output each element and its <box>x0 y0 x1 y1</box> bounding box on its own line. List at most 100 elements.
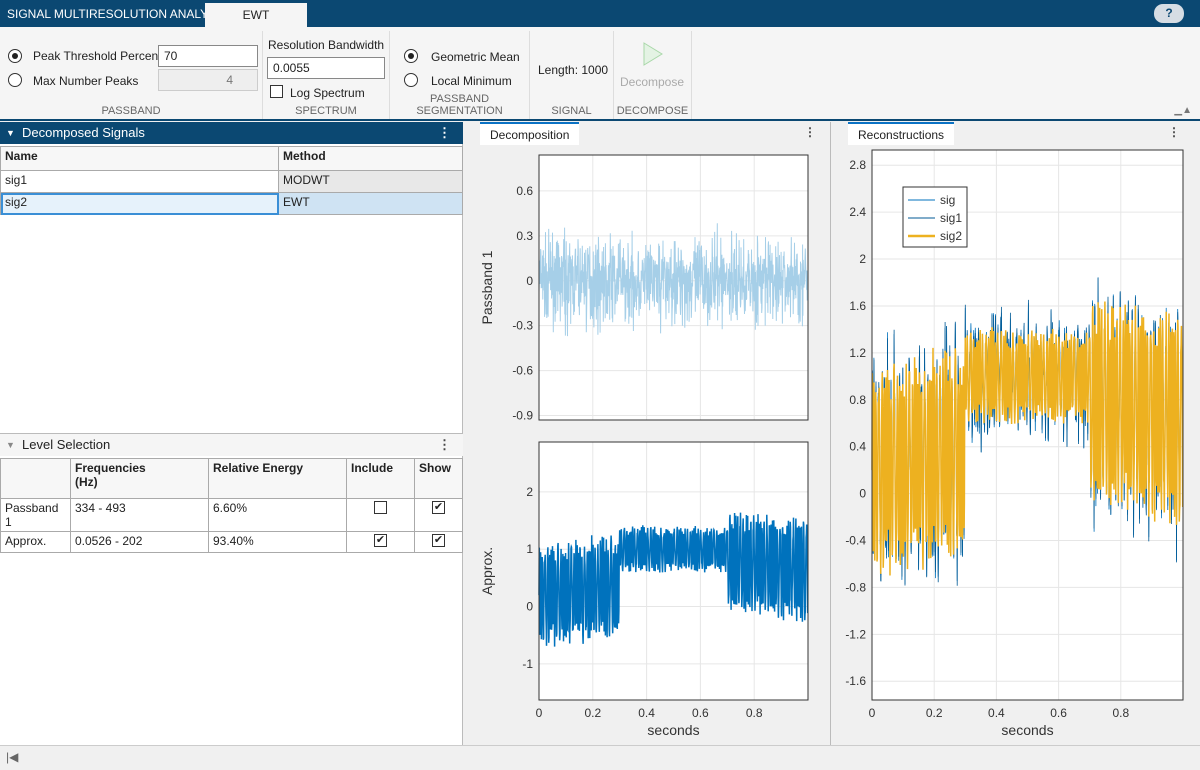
x-tick-label: 0.4 <box>988 706 1005 720</box>
column-include: Include <box>346 458 415 499</box>
decompose-section-label: DECOMPOSE <box>616 105 689 117</box>
column-level <box>0 458 71 499</box>
x-tick-label: 0 <box>869 706 876 720</box>
toolstrip: Peak Threshold Percent 70 Max Number Pea… <box>0 27 1200 121</box>
decomposed-signals-table: Name Method sig1 MODWT sig2 EWT <box>0 146 463 215</box>
level-name: Passband 1 <box>0 498 71 532</box>
y-tick-label: 0 <box>526 600 533 614</box>
table-row: Approx. 0.0526 - 202 93.40% ✔ ✔ <box>0 531 463 553</box>
y-tick-label: 0.6 <box>516 184 533 198</box>
spectrum-section: Resolution Bandwidth 0.0055 Log Spectrum… <box>263 31 390 119</box>
y-tick-label: 0 <box>859 487 866 501</box>
decompose-button[interactable]: Decompose <box>614 35 692 95</box>
tab-ewt[interactable]: EWT <box>205 3 307 27</box>
level-frequencies: 0.0526 - 202 <box>70 531 209 553</box>
table-row-selected[interactable]: sig2 EWT <box>0 192 463 215</box>
show-checkbox[interactable]: ✔ <box>432 501 445 514</box>
y-tick-label: -0.3 <box>512 319 533 333</box>
more-options-icon[interactable]: ⋮ <box>438 125 451 140</box>
y-tick-label: -0.6 <box>512 364 533 378</box>
title-bar: SIGNAL MULTIRESOLUTION ANALYZER EWT ? <box>0 0 1200 27</box>
y-tick-label: -1 <box>522 657 533 671</box>
legend-entry: sig1 <box>940 211 962 225</box>
segmentation-label: PASSBAND SEGMENTATION <box>416 93 503 117</box>
passband-1-series <box>538 223 809 337</box>
local-minimum-label: Local Minimum <box>431 74 512 88</box>
axes-box <box>538 441 809 701</box>
more-options-icon[interactable]: ⋮ <box>1168 125 1180 139</box>
legend-entry: sig <box>940 193 955 207</box>
axes-box <box>538 154 809 421</box>
geometric-mean-label: Geometric Mean <box>431 50 520 64</box>
tab-reconstructions[interactable]: Reconstructions <box>848 122 955 145</box>
legend[interactable]: sig sig1 sig2 <box>902 186 968 248</box>
more-options-icon[interactable]: ⋮ <box>438 437 451 452</box>
status-bar: |◀ <box>0 745 1200 770</box>
level-selection-title: Level Selection <box>22 437 111 452</box>
include-checkbox[interactable]: ✔ <box>374 534 387 547</box>
x-tick-label: 0.4 <box>638 706 655 720</box>
x-tick-label: 0.8 <box>746 706 763 720</box>
level-selection-header: ▼ Level Selection ⋮ <box>0 434 463 456</box>
max-peaks-spinner[interactable]: 4 <box>158 69 258 91</box>
signal-method: EWT <box>278 192 463 215</box>
local-minimum-radio[interactable] <box>404 73 418 87</box>
y-tick-label: 0.8 <box>849 393 866 407</box>
level-selection-table: Frequencies (Hz) Relative Energy Include Sh… <box>0 458 463 553</box>
signal-section: Length: 1000 SIGNAL <box>530 31 614 119</box>
log-spectrum-checkbox[interactable] <box>270 85 283 98</box>
decompose-label: Decompose <box>620 75 685 89</box>
y-tick-label: 2.8 <box>849 158 866 172</box>
y-axis-label: Approx. <box>479 547 495 595</box>
y-tick-label: 1.2 <box>849 346 866 360</box>
peak-threshold-input[interactable]: 70 <box>158 45 258 67</box>
help-button[interactable]: ? <box>1154 4 1184 23</box>
axes-box <box>871 149 1184 701</box>
y-tick-label: 1 <box>526 542 533 556</box>
x-tick-label: 0.2 <box>584 706 601 720</box>
resolution-bandwidth-input[interactable]: 0.0055 <box>267 57 385 79</box>
collapse-toolstrip-icon[interactable]: ▁▲ <box>1174 105 1192 116</box>
spectrum-label: SPECTRUM <box>295 105 357 117</box>
signal-length: Length: 1000 <box>538 63 609 77</box>
x-tick-label: 0.2 <box>926 706 943 720</box>
x-tick-label: 0.8 <box>1112 706 1129 720</box>
collapse-icon[interactable]: ▼ <box>6 128 15 138</box>
y-tick-label: 0.4 <box>849 440 866 454</box>
left-panel: ▼ Decomposed Signals ⋮ Name Method sig1 MO… <box>0 122 463 745</box>
y-tick-label: 2 <box>526 485 533 499</box>
y-tick-label: -0.8 <box>845 580 866 594</box>
column-relative-energy: Relative Energy <box>208 458 347 499</box>
decomposed-signals-header: ▼ Decomposed Signals ⋮ <box>0 122 463 144</box>
resolution-bandwidth-label: Resolution Bandwidth <box>268 38 385 52</box>
y-tick-label: -0.4 <box>845 534 866 548</box>
sig2-series <box>871 301 1184 576</box>
max-peaks-radio[interactable] <box>8 73 22 87</box>
collapse-icon[interactable]: ▼ <box>6 440 15 450</box>
signal-name[interactable]: sig2 <box>0 192 279 215</box>
y-tick-label: 1.6 <box>849 299 866 313</box>
y-tick-label: -1.6 <box>845 674 866 688</box>
x-axis-label: seconds <box>1001 722 1053 738</box>
approx-series <box>538 512 809 647</box>
log-spectrum-label: Log Spectrum <box>290 86 365 100</box>
y-tick-label: 0.3 <box>516 229 533 243</box>
tab-decomposition[interactable]: Decomposition <box>480 122 580 145</box>
decomposed-signals-title: Decomposed Signals <box>22 125 145 140</box>
more-options-icon[interactable]: ⋮ <box>804 125 816 139</box>
passband-section: Peak Threshold Percent 70 Max Number Pea… <box>0 31 263 119</box>
collapse-left-icon[interactable]: |◀ <box>6 750 19 764</box>
play-icon <box>643 42 663 66</box>
show-checkbox[interactable]: ✔ <box>432 534 445 547</box>
peak-threshold-label: Peak Threshold Percent <box>33 49 162 63</box>
table-row: Passband 1 334 - 493 6.60% ✔ <box>0 498 463 532</box>
geometric-mean-radio[interactable] <box>404 49 418 63</box>
decompose-section: Decompose DECOMPOSE <box>614 31 692 119</box>
signal-method: MODWT <box>278 170 463 193</box>
peak-threshold-radio[interactable] <box>8 49 22 63</box>
x-tick-label: 0.6 <box>1050 706 1067 720</box>
include-checkbox[interactable] <box>374 501 387 514</box>
y-tick-label: -1.2 <box>845 627 866 641</box>
y-tick-label: 2 <box>859 252 866 266</box>
